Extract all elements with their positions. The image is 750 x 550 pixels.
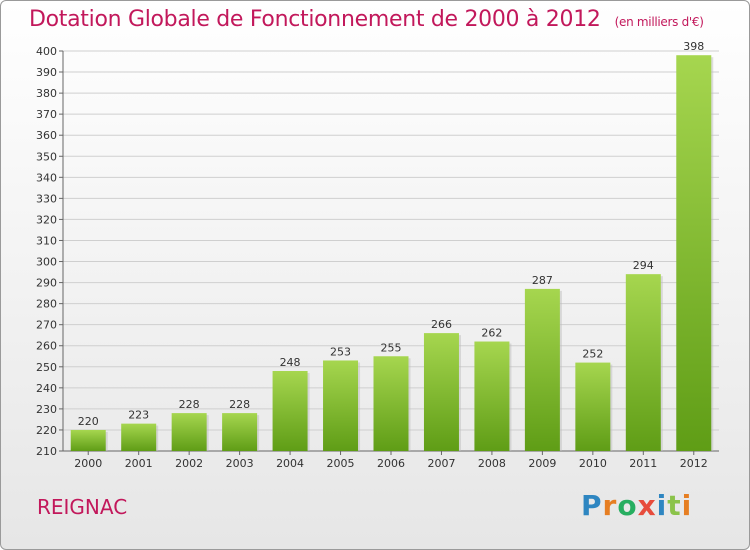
bar (323, 360, 359, 451)
chart-subtitle: (en milliers d'€) (614, 15, 704, 29)
x-tick-label: 2011 (629, 457, 657, 470)
x-tick-label: 2001 (125, 457, 153, 470)
data-label: 228 (229, 398, 250, 411)
bar (222, 413, 258, 451)
proxiti-logo: Proxiti (581, 489, 692, 522)
logo-letter: r (602, 489, 618, 522)
bar (272, 371, 308, 451)
y-tick-label: 210 (36, 445, 57, 458)
bar (524, 288, 560, 451)
y-tick-label: 310 (36, 234, 57, 247)
data-label: 252 (582, 348, 603, 361)
y-tick-label: 370 (36, 108, 57, 121)
y-tick-label: 360 (36, 129, 57, 142)
logo-letter: P (581, 489, 603, 522)
y-tick-label: 250 (36, 361, 57, 374)
y-tick-label: 230 (36, 403, 57, 416)
y-tick-label: 300 (36, 256, 57, 269)
y-tick-label: 330 (36, 192, 57, 205)
x-tick-label: 2010 (579, 457, 607, 470)
data-label: 253 (330, 345, 351, 358)
bar (373, 356, 409, 451)
data-label: 228 (179, 398, 200, 411)
x-tick-label: 2005 (327, 457, 355, 470)
bar (676, 55, 712, 452)
logo-letter: i (681, 489, 693, 522)
bar (423, 333, 459, 451)
y-tick-label: 400 (36, 45, 57, 58)
x-tick-label: 2002 (175, 457, 203, 470)
data-label: 220 (78, 415, 99, 428)
bar (70, 429, 106, 451)
y-tick-label: 270 (36, 319, 57, 332)
x-tick-label: 2009 (528, 457, 556, 470)
data-label: 266 (431, 318, 452, 331)
bar (474, 341, 510, 451)
bar (171, 413, 207, 451)
x-tick-label: 2003 (226, 457, 254, 470)
data-label: 294 (633, 259, 654, 272)
y-tick-label: 380 (36, 87, 57, 100)
y-tick-label: 240 (36, 382, 57, 395)
y-tick-label: 290 (36, 277, 57, 290)
y-tick-label: 280 (36, 298, 57, 311)
data-label: 398 (683, 40, 704, 53)
x-tick-label: 2008 (478, 457, 506, 470)
chart-title: Dotation Globale de Fonctionnement de 20… (29, 7, 704, 32)
data-label: 255 (381, 341, 402, 354)
logo-letter: x (637, 489, 657, 522)
y-tick-label: 350 (36, 150, 57, 163)
x-tick-label: 2012 (680, 457, 708, 470)
x-tick-label: 2006 (377, 457, 405, 470)
x-tick-label: 2000 (74, 457, 102, 470)
data-label: 262 (481, 327, 502, 340)
logo-letter: o (617, 489, 638, 522)
y-tick-label: 260 (36, 340, 57, 353)
logo-letter: i (656, 489, 668, 522)
y-tick-label: 220 (36, 424, 57, 437)
bar (575, 362, 611, 451)
place-name: REIGNAC (37, 495, 128, 519)
data-label: 223 (128, 409, 149, 422)
bar (121, 423, 157, 451)
data-label: 248 (280, 356, 301, 369)
title-text: Dotation Globale de Fonctionnement de 20… (29, 7, 601, 32)
data-label: 287 (532, 274, 553, 287)
x-tick-label: 2007 (427, 457, 455, 470)
y-tick-label: 390 (36, 66, 57, 79)
logo-letter: t (667, 489, 682, 522)
y-tick-label: 320 (36, 213, 57, 226)
y-tick-label: 340 (36, 171, 57, 184)
bar (625, 274, 661, 451)
x-tick-label: 2004 (276, 457, 304, 470)
